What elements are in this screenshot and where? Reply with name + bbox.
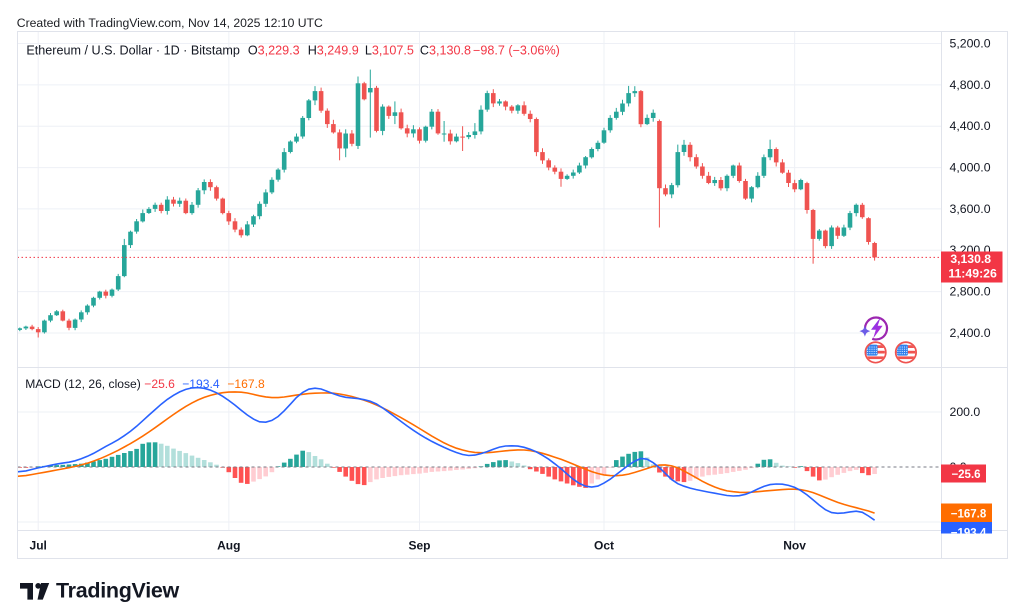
svg-text:200.0: 200.0 <box>950 405 981 419</box>
svg-text:−25.6: −25.6 <box>951 469 980 481</box>
svg-text:Ethereum / U.S. Dollar · 1D ·: Ethereum / U.S. Dollar · 1D · Bitstamp O3… <box>26 44 559 58</box>
svg-text:4,000.0: 4,000.0 <box>950 161 991 175</box>
svg-text:5,200.0: 5,200.0 <box>950 36 991 50</box>
svg-text:11:49:26: 11:49:26 <box>948 267 997 281</box>
svg-text:Created with TradingView.com,: Created with TradingView.com, Nov 14, 20… <box>17 16 323 30</box>
svg-text:Oct: Oct <box>594 539 614 553</box>
svg-text:3,130.8: 3,130.8 <box>950 252 991 266</box>
svg-text:Sep: Sep <box>408 539 430 553</box>
svg-text:Aug: Aug <box>217 539 240 553</box>
svg-text:Jul: Jul <box>30 539 47 553</box>
svg-text:−193.4: −193.4 <box>951 527 987 539</box>
svg-text:TradingView: TradingView <box>56 579 180 603</box>
svg-text:−167.8: −167.8 <box>951 508 987 520</box>
svg-text:2,800.0: 2,800.0 <box>950 285 991 299</box>
svg-text:3,600.0: 3,600.0 <box>950 202 991 216</box>
svg-text:4,400.0: 4,400.0 <box>950 119 991 133</box>
svg-text:Nov: Nov <box>783 539 806 553</box>
svg-text:4,800.0: 4,800.0 <box>950 78 991 92</box>
svg-text:2,400.0: 2,400.0 <box>950 326 991 340</box>
svg-text:MACD (12, 26, close)−25.6−193.: MACD (12, 26, close) −25.6 −193.4 −167.8 <box>25 377 265 391</box>
